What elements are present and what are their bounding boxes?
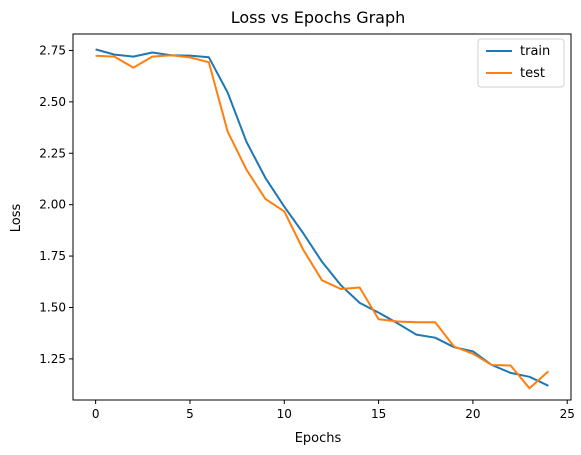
series-line-test: [96, 55, 549, 388]
y-tick-label: 1.25: [39, 352, 66, 366]
series-line-train: [96, 49, 549, 385]
y-tick-label: 2.00: [39, 198, 66, 212]
x-tick-label: 10: [277, 407, 292, 421]
chart-title: Loss vs Epochs Graph: [231, 8, 406, 27]
legend-label-train: train: [520, 44, 550, 59]
x-axis: 0 5 10 15 20 25: [92, 400, 575, 421]
x-tick-label: 0: [92, 407, 100, 421]
x-axis-label: Epochs: [295, 431, 342, 446]
y-tick-label: 1.50: [39, 300, 66, 314]
x-tick-label: 5: [186, 407, 194, 421]
legend: train test: [478, 39, 564, 87]
y-axis-label: Loss: [9, 204, 24, 233]
x-tick-label: 25: [560, 407, 575, 421]
axes-frame: [73, 34, 571, 400]
y-tick-label: 1.75: [39, 249, 66, 263]
legend-label-test: test: [520, 66, 545, 81]
y-tick-label: 2.50: [39, 95, 66, 109]
y-tick-label: 2.25: [39, 146, 66, 160]
x-tick-label: 20: [465, 407, 480, 421]
plot-area: [96, 49, 549, 388]
y-axis: 1.25 1.50 1.75 2.00 2.25 2.50 2.75: [39, 43, 73, 365]
y-tick-label: 2.75: [39, 43, 66, 57]
x-tick-label: 15: [371, 407, 386, 421]
